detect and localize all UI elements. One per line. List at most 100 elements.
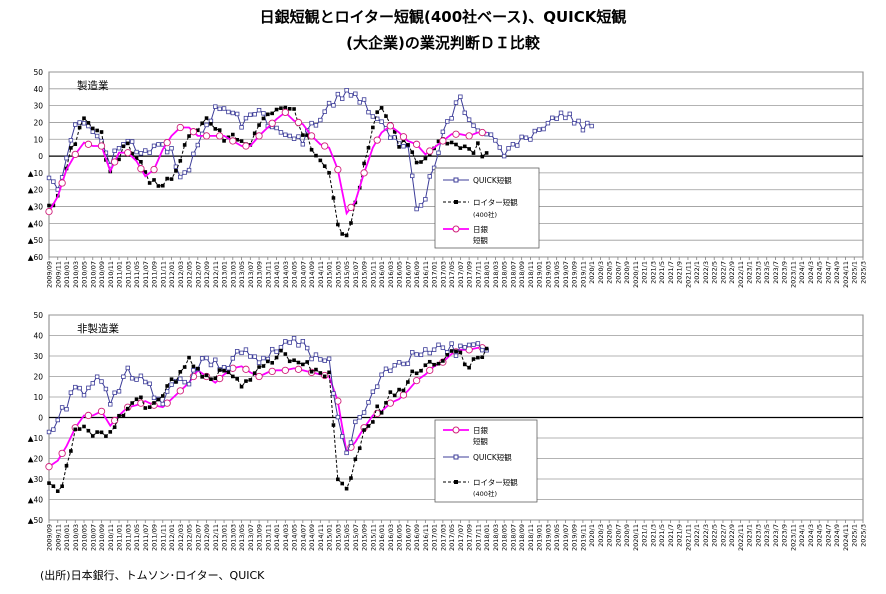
x-tick-label: 2017/01 [431, 261, 439, 288]
reuters-point [441, 359, 445, 363]
quick-point [287, 133, 292, 139]
boj-point [110, 416, 119, 425]
quick-point [436, 342, 441, 348]
x-tick-label: 2011/03 [124, 261, 132, 288]
quick-point [147, 381, 152, 386]
quick-point [278, 130, 284, 135]
reuters-point [371, 125, 375, 130]
quick-point [243, 115, 249, 121]
reuters-point [213, 127, 218, 131]
x-tick-label: 2013/11 [264, 261, 272, 288]
quick-point [252, 112, 257, 117]
x-tick-label: 2023/5 [763, 261, 771, 284]
boj-line [48, 346, 487, 468]
quick-point [401, 361, 406, 367]
x-tick-label: 2011/09 [151, 261, 159, 288]
quick-point [501, 153, 507, 159]
legend-label: (400社) [473, 489, 497, 498]
quick-point [169, 382, 174, 387]
x-tick-label: 2023/9 [781, 524, 789, 547]
x-tick-label: 2020/9 [623, 261, 631, 284]
reuters-point [226, 370, 231, 375]
reuters-point [314, 367, 318, 372]
x-tick-label: 2023/5 [763, 524, 771, 547]
panel-title: 製造業 [77, 79, 109, 92]
boj-point [84, 140, 93, 148]
legend-marker [454, 200, 458, 204]
quick-point [379, 372, 384, 377]
reuters-point [449, 140, 454, 145]
x-tick-label: 2022/9 [728, 261, 736, 284]
reuters-point [125, 141, 130, 146]
boj-point [255, 132, 263, 140]
quick-point [331, 391, 336, 396]
x-tick-label: 2018/09 [518, 261, 526, 288]
quick-point [256, 107, 262, 113]
x-tick-label: 2025/1 [851, 261, 859, 284]
quick-point [151, 143, 157, 149]
boj-point [268, 367, 276, 376]
quick-point [248, 112, 253, 117]
reuters-point [226, 135, 231, 140]
reuters-point [406, 380, 410, 384]
x-tick-label: 2014/03 [282, 524, 290, 551]
x-tick-label: 2012/01 [168, 524, 176, 551]
legend-label: (400社) [473, 210, 497, 219]
x-tick-label: 2016/03 [387, 261, 395, 288]
reuters-point [274, 107, 279, 112]
reuters-point [445, 353, 450, 357]
boj-point [386, 399, 395, 407]
quick-point [318, 117, 323, 123]
reuters-point [266, 112, 270, 117]
reuters-point [117, 413, 121, 418]
boj-point [412, 376, 421, 385]
x-tick-label: 2024/5 [816, 524, 824, 547]
reuters-point [279, 348, 283, 353]
reuters-point [217, 368, 222, 372]
x-tick-label: 2023/11 [789, 524, 797, 551]
quick-point [353, 91, 358, 96]
x-tick-label: 2017/07 [457, 261, 465, 288]
x-tick-label: 2020/11 [632, 524, 640, 551]
x-tick-label: 2013/07 [247, 261, 255, 288]
quick-point [375, 384, 380, 389]
x-tick-label: 2010/05 [81, 524, 89, 551]
reuters-point [152, 178, 156, 182]
reuters-point [239, 139, 244, 143]
reuters-point [209, 377, 213, 381]
quick-point [283, 132, 288, 137]
x-tick-label: 2023/1 [746, 261, 754, 284]
quick-point [475, 341, 481, 346]
boj-point [294, 365, 303, 373]
x-tick-label: 2013/11 [264, 524, 272, 551]
x-tick-label: 2019/07 [562, 524, 570, 551]
x-tick-label: 2021/1 [641, 261, 649, 284]
boj-point [216, 132, 224, 140]
quick-point [423, 197, 428, 202]
quick-point [296, 134, 301, 139]
quick-point [558, 110, 564, 116]
reuters-point [270, 111, 274, 116]
x-tick-label: 2014/05 [291, 524, 299, 551]
quick-point [46, 429, 52, 435]
x-tick-label: 2021/1 [641, 524, 649, 547]
quick-point [335, 414, 341, 420]
quick-point [164, 389, 170, 394]
quick-point [143, 148, 148, 153]
x-tick-label: 2010/09 [98, 524, 106, 551]
reuters-point [436, 361, 441, 366]
quick-point [536, 127, 542, 132]
quick-point [217, 106, 222, 112]
x-tick-label: 2024/3 [807, 261, 815, 284]
x-tick-label: 2011/01 [116, 524, 124, 551]
x-tick-label: 2015/01 [326, 524, 334, 551]
x-tick-label: 2016/03 [387, 524, 395, 551]
quick-point [357, 415, 362, 420]
reuters-point [366, 424, 371, 428]
quick-point [410, 350, 415, 355]
x-tick-label: 2019/03 [544, 261, 552, 288]
x-tick-label: 2016/11 [422, 524, 430, 551]
y-tick-label: ▲30 [28, 475, 44, 484]
reuters-point [419, 368, 423, 373]
reuters-point [384, 114, 388, 118]
